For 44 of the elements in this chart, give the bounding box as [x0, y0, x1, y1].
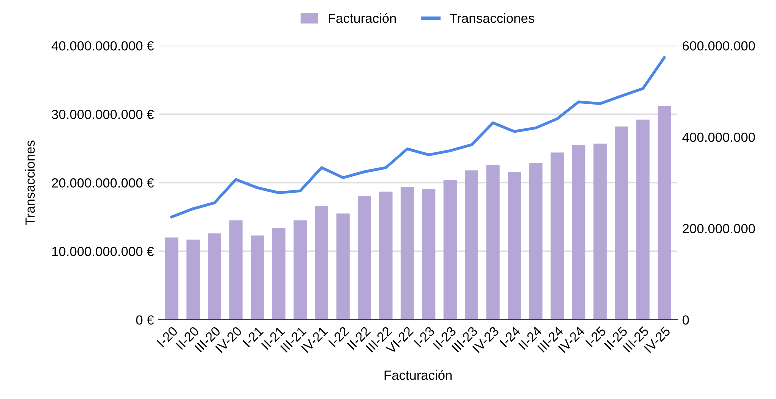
y-tick-label: 10.000.000.000 €	[52, 247, 154, 256]
y-tick-label: 20.000.000.000 €	[52, 178, 154, 188]
bar	[529, 163, 543, 320]
x-axis-title: Facturación	[384, 370, 452, 380]
y2-tick-label: 400.000.000	[682, 132, 756, 142]
bar	[594, 144, 607, 320]
bar	[486, 165, 500, 320]
y2-tick-label: 200.000.000	[682, 224, 756, 234]
bar	[165, 238, 179, 320]
legend-label: Transacciones	[450, 13, 534, 24]
bar	[272, 228, 286, 320]
bar	[422, 189, 436, 320]
bar	[208, 234, 222, 320]
x-tick-label: I-25	[585, 326, 607, 348]
bar	[550, 152, 564, 320]
bar	[658, 106, 672, 320]
y-axis-title: Transacciones	[25, 140, 36, 226]
bar	[379, 192, 393, 320]
legend-label: Facturación	[329, 13, 396, 24]
bar	[186, 240, 200, 320]
y2-tick-label: 0	[682, 316, 690, 325]
line-series	[170, 56, 666, 219]
x-tick-label: I-23	[414, 326, 436, 348]
bar	[465, 170, 478, 320]
bar	[294, 220, 308, 320]
bar	[230, 220, 243, 320]
x-tick-label: I-20	[156, 326, 178, 348]
bar	[444, 180, 458, 320]
y-tick-label: 0 €	[136, 316, 154, 325]
bar	[250, 236, 264, 320]
bar	[508, 172, 522, 320]
bar	[315, 206, 329, 320]
bar	[400, 187, 414, 320]
bar	[358, 196, 372, 320]
x-tick-label: I-24	[500, 326, 522, 348]
y-tick-label: 40.000.000.000 €	[52, 41, 154, 51]
bar	[636, 120, 650, 320]
x-tick-label: I-21	[242, 326, 264, 348]
x-tick-label: I-22	[328, 326, 350, 348]
bar	[572, 145, 586, 320]
y-tick-label: 30.000.000.000 €	[52, 110, 154, 120]
bar	[336, 214, 350, 320]
bar	[615, 126, 628, 320]
y2-tick-label: 600.000.000	[682, 41, 756, 51]
